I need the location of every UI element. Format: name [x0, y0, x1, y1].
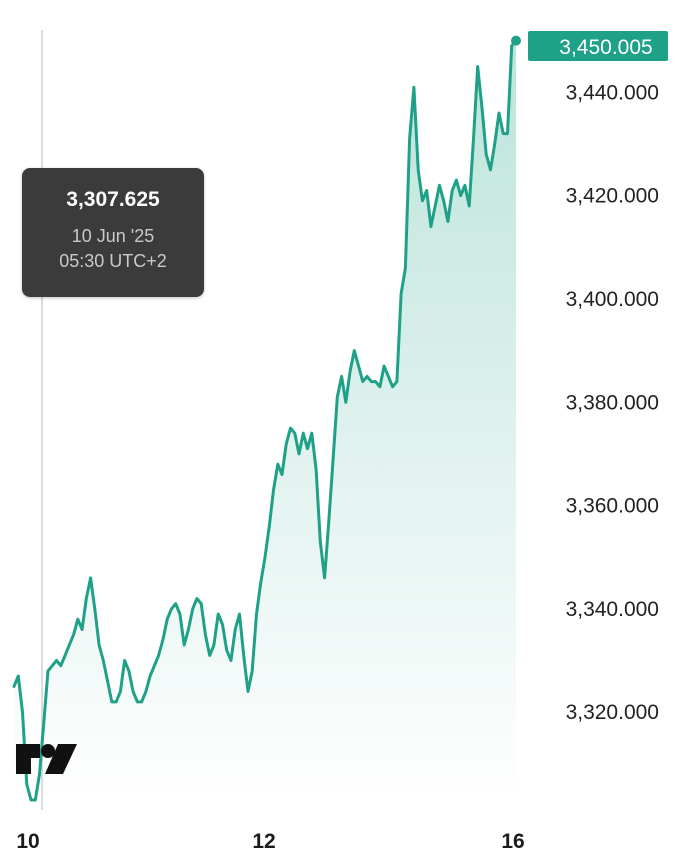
tooltip-time: 05:30 UTC+2 [59, 251, 167, 271]
cursor-tooltip: 3,307.625 10 Jun '25 05:30 UTC+2 [22, 168, 204, 297]
y-tick-label: 3,440.000 [566, 81, 659, 104]
y-axis: 3,320.000 3,340.000 3,360.000 3,380.000 3,40… [566, 81, 659, 724]
tooltip-date: 10 Jun '25 [71, 226, 155, 246]
last-price-badge-bg [528, 31, 668, 61]
y-tick-label: 3,400.000 [566, 288, 659, 311]
y-tick-label: 3,360.000 [566, 495, 659, 518]
tradingview-logo-icon[interactable] [16, 744, 77, 774]
last-price-badge: 3,450.005 [528, 31, 668, 61]
x-tick-label: 16 [501, 830, 524, 853]
x-tick-label: 10 [16, 830, 39, 853]
x-tick-label: 12 [252, 830, 275, 853]
y-tick-label: 3,320.000 [566, 701, 659, 724]
y-tick-label: 3,340.000 [566, 598, 659, 621]
tooltip-value: 3,307.625 [66, 188, 160, 211]
x-axis: 10 12 16 [16, 830, 524, 853]
price-area-fill [14, 40, 516, 801]
y-tick-label: 3,380.000 [566, 391, 659, 414]
last-price-label: 3,450.005 [559, 36, 652, 59]
price-line [12, 39, 518, 802]
y-tick-label: 3,420.000 [566, 185, 659, 208]
last-price-dot [511, 35, 521, 46]
